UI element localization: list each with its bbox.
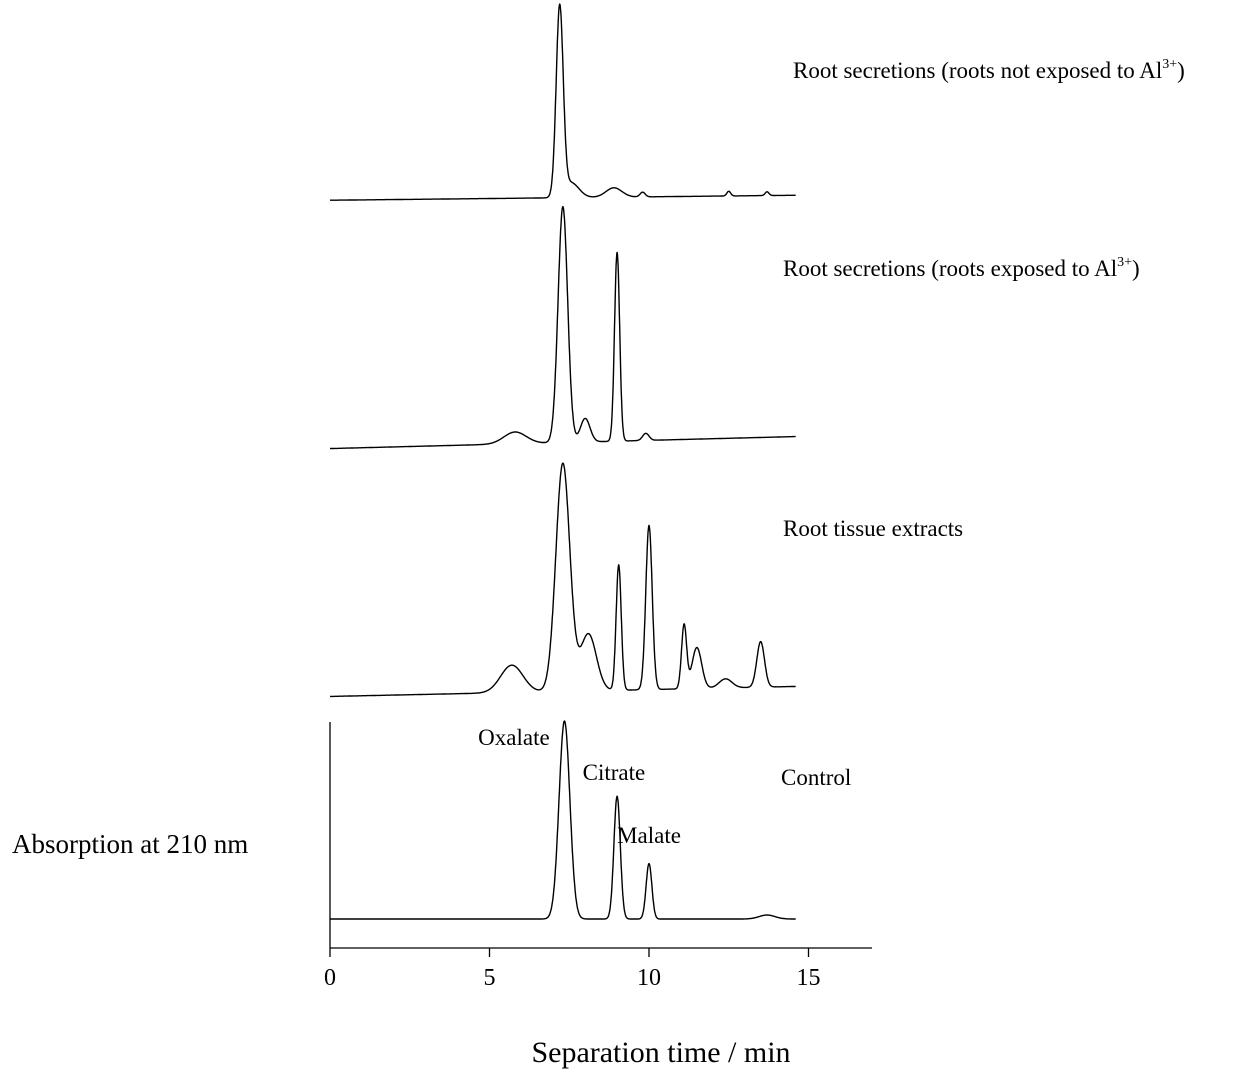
x-tick-label: 0 [324, 965, 336, 991]
series-trace-1 [329, 3, 797, 201]
y-axis-label: Absorption at 210 nm [12, 829, 248, 859]
peak-label-malate: Malate [617, 823, 681, 848]
series-trace-2 [329, 205, 797, 450]
trace-layer [329, 3, 797, 920]
series-label-3: Root tissue extracts [783, 516, 963, 541]
x-tick-label: 10 [637, 965, 661, 991]
series-trace-3 [329, 462, 797, 698]
axes-layer [329, 722, 872, 949]
label-layer: Root secretions (roots not exposed to Al… [478, 57, 1185, 848]
peak-label-citrate: Citrate [583, 760, 646, 785]
x-tick-label: 15 [797, 965, 821, 991]
series-label-4: Control [781, 765, 851, 790]
peak-label-oxalate: Oxalate [478, 725, 550, 750]
series-label-1: Root secretions (roots not exposed to Al… [793, 57, 1185, 83]
series-trace-4 [329, 720, 797, 920]
x-axis-label: Separation time / min [531, 1036, 790, 1069]
series-label-2: Root secretions (roots exposed to Al3+) [783, 255, 1140, 281]
x-tick-layer: 0 5 10 15 [324, 948, 821, 991]
x-tick-label: 5 [484, 965, 496, 991]
